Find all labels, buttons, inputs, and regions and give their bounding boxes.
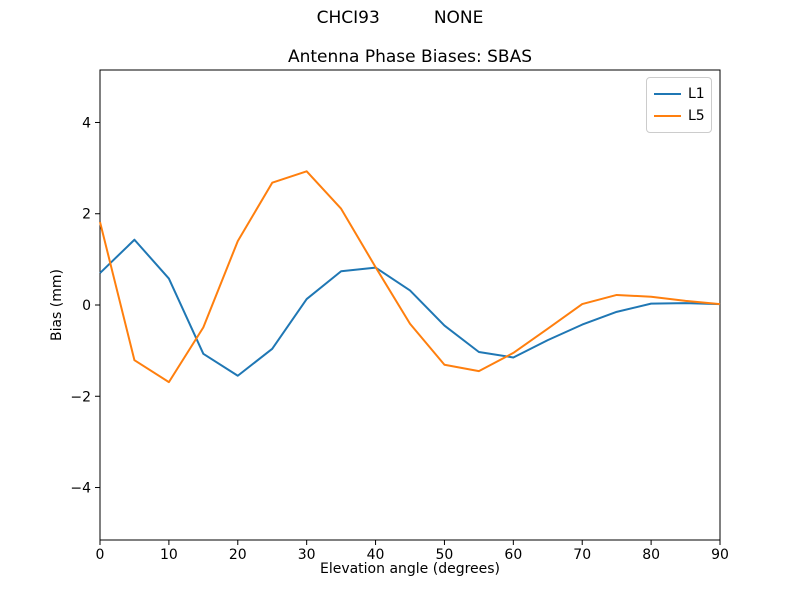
x-tick-label: 20 [229,547,247,563]
legend-label: L5 [688,108,705,124]
x-tick-label: 0 [96,547,105,563]
legend-entry-l5: L5 [654,105,705,127]
x-tick-label: 60 [504,547,522,563]
legend-label: L1 [688,86,705,102]
x-tick-label: 90 [711,547,729,563]
axis-ticks: 0 10 20 30 40 50 60 70 80 90 −4 −2 0 2 4 [70,115,729,563]
x-tick-label: 30 [298,547,316,563]
y-tick-label: 4 [82,115,91,131]
y-tick-label: −4 [70,481,91,497]
y-axis-label: Bias (mm) [49,268,65,342]
series-line-l1 [99,238,721,377]
y-tick-label: 0 [82,298,91,314]
y-tick-label: −2 [70,389,91,405]
chart-title: Antenna Phase Biases: SBAS [287,47,533,67]
plot-border [99,69,721,541]
figure-suptitle: CHCI93 NONE [316,8,484,28]
x-tick-label: 40 [367,547,385,563]
x-tick-label: 80 [642,547,660,563]
legend: L1 L5 [646,77,712,133]
x-tick-label: 10 [160,547,178,563]
legend-line-sample [654,93,681,95]
legend-entry-l1: L1 [654,83,705,105]
x-tick-label: 70 [573,547,591,563]
x-tick-label: 50 [436,547,454,563]
x-axis-label: Elevation angle (degrees) [319,561,501,577]
series-line-l5 [99,170,721,384]
series-lines [99,170,721,384]
legend-line-sample [654,115,681,117]
y-tick-label: 2 [82,207,91,223]
